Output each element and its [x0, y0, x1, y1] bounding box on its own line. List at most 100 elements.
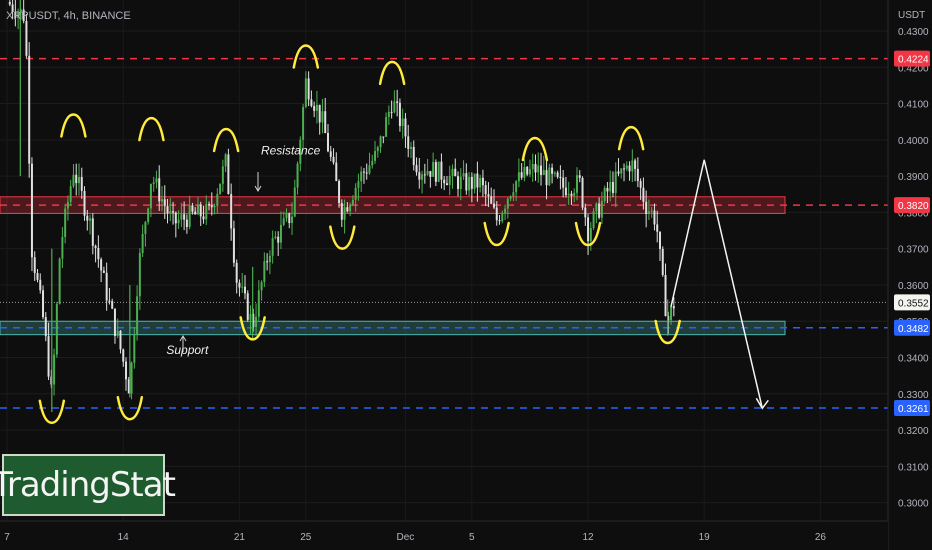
candle-body: [490, 196, 493, 204]
candle-body: [360, 171, 363, 182]
candle-body: [66, 201, 69, 209]
candle-body: [133, 334, 136, 363]
candle-body: [324, 111, 327, 134]
candle-body: [227, 154, 230, 195]
candle-body: [495, 207, 498, 221]
candle-body: [451, 168, 454, 176]
candle-body: [645, 201, 648, 214]
candle-body: [163, 199, 166, 207]
candle-body: [434, 162, 437, 182]
x-tick-label: 26: [815, 532, 827, 543]
symbol-label: XRPUSDT, 4h, BINANCE: [6, 10, 131, 22]
candle-body: [111, 301, 114, 309]
candle-body: [661, 248, 664, 276]
candle-body: [515, 181, 518, 193]
y-tick-label: 0.4000: [898, 136, 929, 147]
candle-body: [160, 199, 163, 202]
candle-body: [315, 104, 318, 111]
candle-body: [534, 164, 537, 173]
x-tick-label: 7: [4, 532, 10, 543]
candle-body: [58, 258, 61, 304]
candle-body: [138, 253, 141, 297]
y-tick-label: 0.3200: [898, 426, 929, 437]
candle-body: [310, 99, 313, 107]
candle-body: [144, 222, 147, 234]
candle-body: [653, 210, 656, 225]
candle-body: [479, 177, 482, 188]
candle-body: [152, 182, 155, 184]
candle-body: [357, 181, 360, 188]
candle-body: [313, 106, 316, 111]
y-tick-label: 0.3900: [898, 172, 929, 183]
candle-body: [371, 160, 374, 166]
candle-body: [141, 233, 144, 254]
candle-body: [501, 213, 504, 222]
candle-body: [266, 261, 269, 263]
candle-body: [302, 106, 305, 140]
swing-bottom-marker: [239, 316, 266, 341]
candle-body: [537, 165, 540, 173]
x-tick-label: 12: [582, 532, 594, 543]
candle-body: [376, 147, 379, 152]
candle-body: [351, 199, 354, 205]
candle-body: [147, 208, 150, 223]
candle-body: [113, 308, 116, 337]
candle-body: [169, 211, 172, 214]
candle-body: [277, 236, 280, 243]
y-tick-label: 0.3600: [898, 281, 929, 292]
annotation-resistance: Resistance: [261, 143, 321, 157]
candle-body: [523, 166, 526, 178]
candle-body: [642, 187, 645, 202]
candle-body: [614, 171, 617, 194]
candle-body: [404, 118, 407, 137]
candle-body: [80, 176, 83, 191]
candle-body: [468, 176, 471, 191]
candle-body: [191, 205, 194, 212]
currency-label: USDT: [898, 10, 925, 21]
swing-top-marker: [378, 60, 406, 86]
candle-body: [426, 171, 429, 175]
candle-body: [321, 111, 324, 123]
candle-body: [346, 207, 349, 212]
time-axis: [0, 521, 888, 550]
candle-body: [454, 168, 457, 177]
candle-body: [119, 330, 122, 350]
x-tick-label: Dec: [397, 532, 415, 543]
candle-body: [476, 173, 479, 188]
y-tick-label: 0.3000: [898, 499, 929, 510]
swing-bottom-marker: [116, 395, 144, 421]
candle-body: [332, 156, 335, 163]
candle-body: [307, 78, 310, 100]
candle-body: [504, 208, 507, 214]
candle-body: [617, 171, 620, 174]
candle-body: [55, 303, 58, 355]
candle-body: [409, 146, 412, 149]
candle-body: [235, 262, 238, 283]
swing-top-marker: [60, 113, 87, 138]
candle-body: [492, 203, 495, 208]
candle-body: [221, 166, 224, 184]
candle-body: [210, 205, 213, 208]
y-tick-label: 0.3700: [898, 245, 929, 256]
candle-body: [136, 296, 139, 335]
candle-body: [102, 270, 105, 273]
candle-body: [318, 104, 321, 123]
y-tick-label: 0.4100: [898, 100, 929, 111]
candle-body: [47, 336, 50, 377]
candle-body: [481, 177, 484, 186]
price-badge-label: 0.3820: [898, 201, 929, 212]
candle-body: [77, 176, 80, 184]
candle-body: [398, 102, 401, 127]
projection-line: [670, 159, 764, 409]
candle-body: [658, 231, 661, 249]
swing-top-marker: [292, 44, 320, 69]
candle-body: [343, 207, 346, 220]
candle-body: [335, 162, 338, 181]
candle-body: [636, 168, 639, 182]
candle-body: [421, 174, 424, 180]
candle-body: [418, 172, 421, 180]
candle-body: [526, 166, 529, 175]
candle-body: [517, 172, 520, 182]
price-badge: [894, 50, 930, 67]
swing-top-marker: [521, 136, 549, 162]
